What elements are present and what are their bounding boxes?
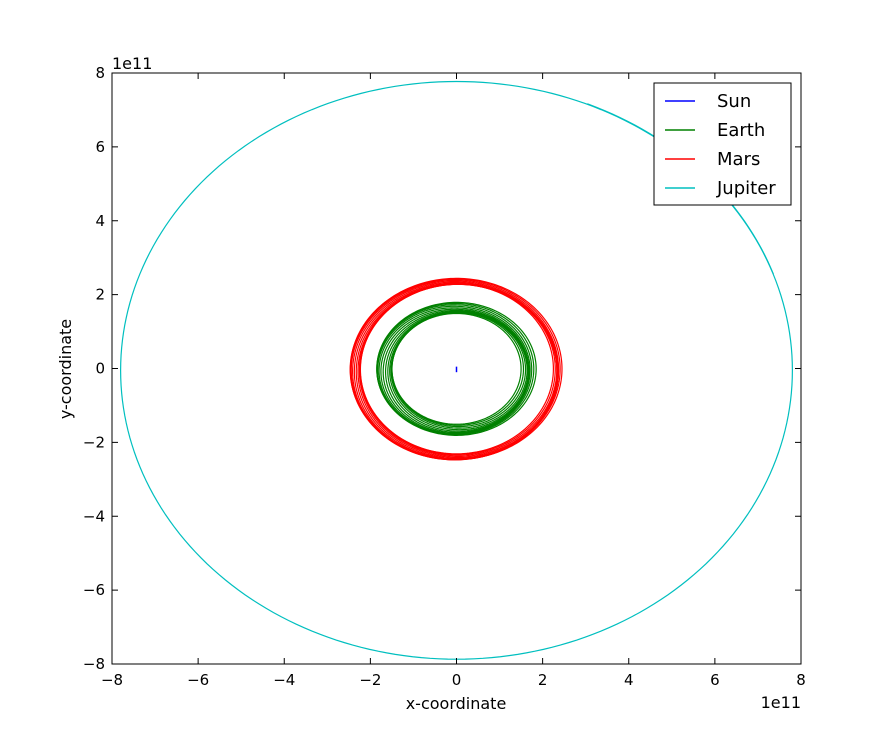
legend-label-jupiter: Jupiter xyxy=(716,178,776,199)
x-offset-label: 1e11 xyxy=(761,693,801,712)
y-tick-label: 0 xyxy=(95,360,105,378)
x-axis-label: x-coordinate xyxy=(406,694,507,713)
x-tick-label: −4 xyxy=(273,671,295,689)
y-tick-label: −6 xyxy=(83,581,105,599)
x-tick-label: −8 xyxy=(101,671,123,689)
plot-frame xyxy=(111,72,802,665)
x-tick-label: 6 xyxy=(710,671,720,689)
orbit-mars xyxy=(350,277,563,460)
x-tick-label: −6 xyxy=(187,671,209,689)
x-tick-label: 4 xyxy=(624,671,634,689)
legend: Sun Earth Mars Jupiter xyxy=(653,82,792,206)
x-tick-label: −2 xyxy=(359,671,381,689)
x-tick-label: 2 xyxy=(538,671,548,689)
y-tick-label: −4 xyxy=(83,507,105,525)
y-tick-label: −8 xyxy=(83,655,105,673)
legend-label-earth: Earth xyxy=(717,120,765,141)
y-tick-label: 8 xyxy=(95,64,105,82)
plot-layer xyxy=(120,80,793,660)
orbit-earth xyxy=(376,301,537,436)
y-tick-label: 2 xyxy=(95,286,105,304)
legend-box xyxy=(653,82,792,206)
y-axis-label: y-coordinate xyxy=(56,319,75,419)
y-offset-label: 1e11 xyxy=(112,54,152,73)
y-tick-label: −2 xyxy=(83,433,105,451)
tick-layer: −8 −6 −4 −2 0 2 4 6 8 −8 −6 −4 −2 0 2 4 6 8 xyxy=(83,64,806,689)
x-tick-label: 0 xyxy=(452,671,462,689)
orbit-earth xyxy=(378,307,530,435)
orbit-jupiter xyxy=(120,80,793,660)
legend-label-sun: Sun xyxy=(717,91,751,112)
y-tick-label: 4 xyxy=(95,212,105,230)
y-tick-label: 6 xyxy=(95,138,105,156)
x-tick-label: 8 xyxy=(796,671,806,689)
legend-label-mars: Mars xyxy=(717,149,760,170)
